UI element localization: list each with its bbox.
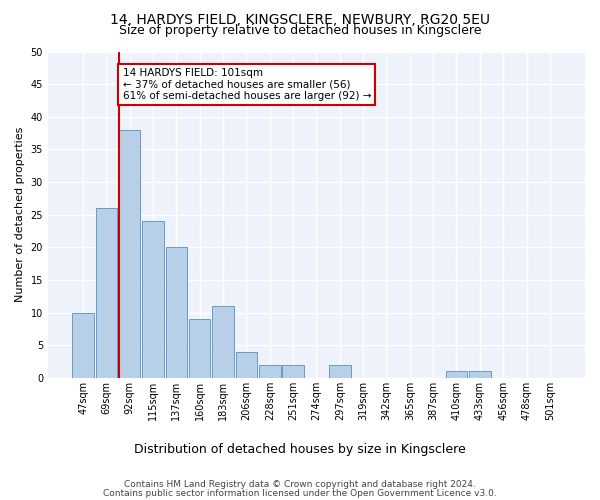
Bar [446,372,467,378]
Bar [73,312,94,378]
Bar [329,365,350,378]
Bar [119,130,140,378]
Bar [95,208,117,378]
Bar [283,365,304,378]
Bar [189,319,211,378]
Text: 14 HARDYS FIELD: 101sqm
← 37% of detached houses are smaller (56)
61% of semi-de: 14 HARDYS FIELD: 101sqm ← 37% of detache… [122,68,371,101]
Bar [212,306,234,378]
Y-axis label: Number of detached properties: Number of detached properties [15,127,25,302]
Bar [259,365,281,378]
Text: Distribution of detached houses by size in Kingsclere: Distribution of detached houses by size … [134,442,466,456]
Text: 14, HARDYS FIELD, KINGSCLERE, NEWBURY, RG20 5EU: 14, HARDYS FIELD, KINGSCLERE, NEWBURY, R… [110,12,490,26]
Text: Size of property relative to detached houses in Kingsclere: Size of property relative to detached ho… [119,24,481,37]
Bar [469,372,491,378]
Text: Contains HM Land Registry data © Crown copyright and database right 2024.: Contains HM Land Registry data © Crown c… [124,480,476,489]
Bar [166,248,187,378]
Text: Contains public sector information licensed under the Open Government Licence v3: Contains public sector information licen… [103,489,497,498]
Bar [236,352,257,378]
Bar [142,221,164,378]
